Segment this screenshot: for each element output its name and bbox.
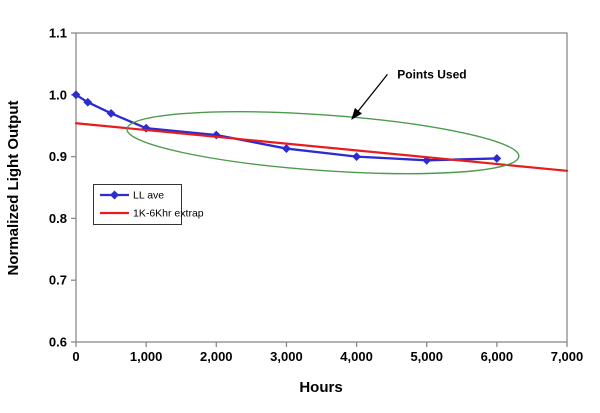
y-tick-label: 0.9: [49, 149, 67, 164]
data-point-marker: [352, 152, 361, 161]
legend-label-ll-ave: LL ave: [133, 190, 164, 202]
x-axis-title: Hours: [299, 379, 342, 396]
x-tick-label: 2,000: [200, 349, 233, 364]
data-point-marker: [422, 155, 432, 165]
x-axis-ticks: 0 1,000 2,000 3,000 4,000 5,000 6,000 7,000: [72, 342, 583, 364]
annotation-arrow: [351, 74, 388, 120]
annotation-label: Points Used: [397, 68, 466, 82]
legend-label-extrap: 1K-6Khr extrap: [133, 208, 204, 220]
x-tick-label: 3,000: [270, 349, 303, 364]
y-tick-label: 1.0: [49, 87, 67, 102]
legend-box: [93, 184, 182, 225]
y-tick-label: 0.6: [49, 335, 67, 350]
data-point-marker: [71, 90, 81, 100]
x-tick-label: 7,000: [551, 349, 584, 364]
y-tick-label: 1.1: [49, 26, 67, 41]
points-used-highlight-ellipse: [126, 111, 520, 175]
x-tick-label: 1,000: [130, 349, 163, 364]
x-tick-label: 0: [72, 349, 79, 364]
annotation-layer: Points Used: [126, 68, 520, 175]
y-axis-ticks: 0.6 0.7 0.8 0.9 1.0 1.1: [49, 26, 76, 350]
x-tick-label: 4,000: [340, 349, 373, 364]
legend: LL ave 1K-6Khr extrap: [93, 184, 204, 225]
data-point-marker: [282, 144, 291, 153]
x-tick-label: 5,000: [410, 349, 443, 364]
y-tick-label: 0.7: [49, 273, 67, 288]
data-point-marker: [141, 123, 151, 133]
x-tick-label: 6,000: [481, 349, 514, 364]
data-series-layer: [71, 90, 569, 172]
y-axis-title: Normalized Light Output: [5, 101, 22, 276]
data-point-marker: [492, 154, 502, 163]
data-point-marker: [106, 108, 116, 118]
legend-diamond-marker-icon: [110, 190, 119, 200]
series-line-1k-6khr-extrap: [74, 122, 569, 172]
data-point-marker: [83, 97, 93, 107]
y-tick-label: 0.8: [49, 211, 67, 226]
